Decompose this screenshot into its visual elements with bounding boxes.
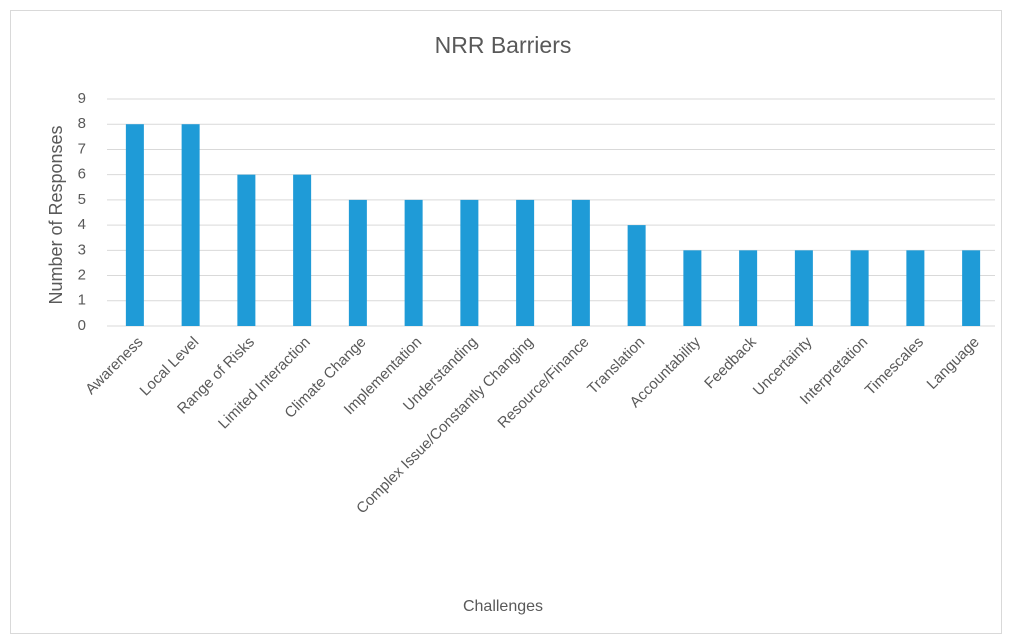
bar xyxy=(516,199,535,326)
y-tick-label: 0 xyxy=(78,317,86,334)
bar xyxy=(683,250,702,326)
bar xyxy=(460,199,479,326)
y-tick-label: 2 xyxy=(78,267,86,284)
y-tick-label: 6 xyxy=(78,166,86,183)
bar xyxy=(850,250,869,326)
chart-border xyxy=(10,10,1002,634)
y-tick-label: 1 xyxy=(78,292,86,309)
bar xyxy=(348,199,367,326)
bar xyxy=(627,225,646,326)
x-axis-label: Challenges xyxy=(463,598,543,615)
y-tick-label: 3 xyxy=(78,241,86,258)
bar xyxy=(293,174,312,326)
bar xyxy=(794,250,813,326)
bar xyxy=(739,250,758,326)
bar xyxy=(181,124,200,326)
y-axis-label: Number of Responses xyxy=(46,125,66,304)
bar xyxy=(237,174,256,326)
bar xyxy=(906,250,925,326)
y-tick-label: 8 xyxy=(78,115,86,132)
y-tick-label: 4 xyxy=(78,216,86,233)
bar xyxy=(404,199,423,326)
y-tick-label: 9 xyxy=(78,90,86,107)
y-tick-label: 7 xyxy=(78,140,86,157)
chart-title: NRR Barriers xyxy=(435,32,572,58)
bar xyxy=(962,250,981,326)
bar xyxy=(571,199,590,326)
y-tick-label: 5 xyxy=(78,191,86,208)
bar xyxy=(125,124,144,326)
